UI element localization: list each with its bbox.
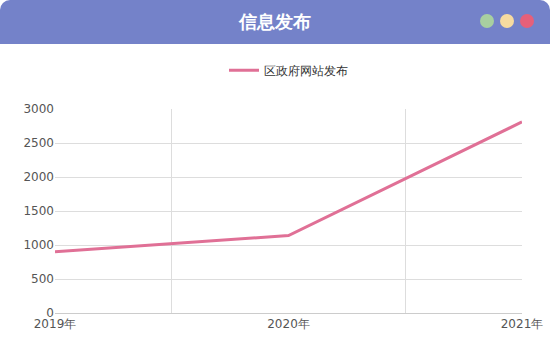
svg-text:区政府网站发布: 区政府网站发布 — [264, 64, 348, 78]
svg-text:3000: 3000 — [23, 102, 54, 116]
svg-text:1000: 1000 — [23, 238, 54, 252]
svg-text:2021年: 2021年 — [501, 317, 544, 331]
svg-text:2500: 2500 — [23, 136, 54, 150]
html-text:信息发布: 信息发布 — [239, 11, 311, 32]
svg-text:2019年: 2019年 — [34, 317, 77, 331]
svg-text:2000: 2000 — [23, 170, 54, 184]
svg-text:0: 0 — [46, 306, 54, 320]
svg-text:1500: 1500 — [23, 204, 54, 218]
svg-text:500: 500 — [31, 272, 54, 286]
svg-text:2020年: 2020年 — [267, 317, 310, 331]
